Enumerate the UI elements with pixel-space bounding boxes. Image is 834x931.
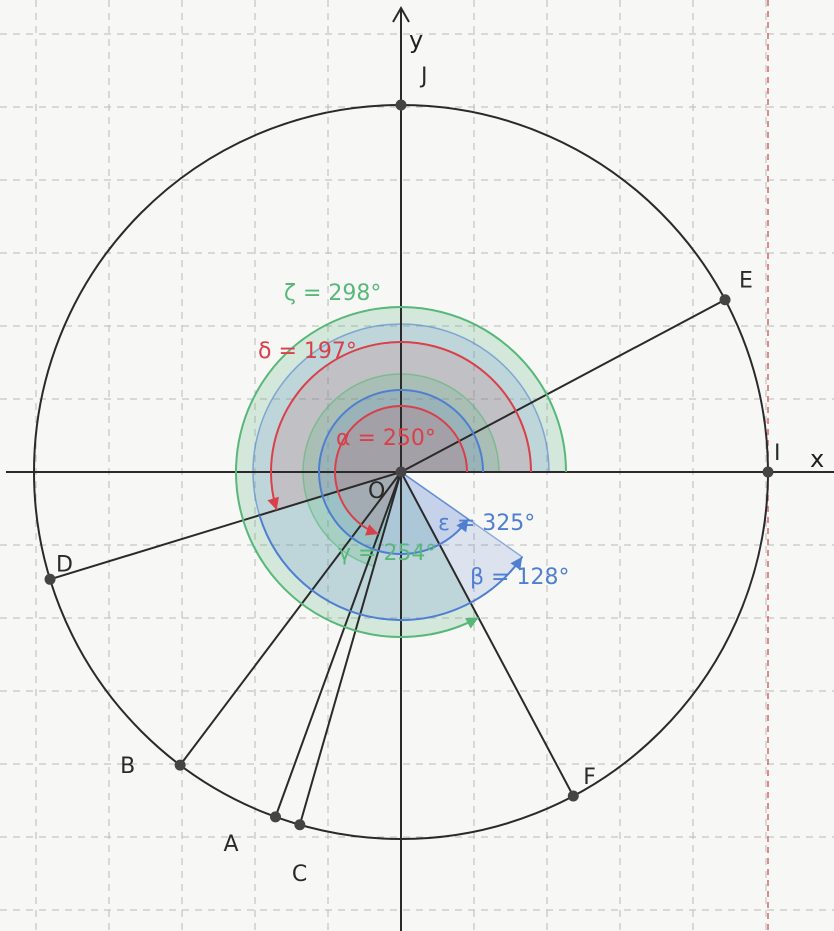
y-axis-arrow: [392, 5, 410, 23]
point-a: [269, 811, 281, 823]
point-b: [174, 759, 186, 771]
y-axis-label: y: [409, 26, 423, 54]
point-label: F: [583, 765, 596, 790]
radius-line: [400, 298, 726, 473]
radius-line: [179, 471, 402, 766]
origin-label: O: [368, 479, 385, 504]
point-d: [44, 573, 56, 585]
point-i: [762, 466, 774, 478]
angle-arcs: [235, 306, 567, 638]
angle-arc: [258, 514, 524, 621]
angle-label: γ = 254°: [338, 541, 436, 566]
point-c: [294, 819, 306, 831]
point-label: C: [292, 862, 307, 887]
radius-line: [400, 471, 575, 797]
angle-arc: [270, 341, 532, 511]
point-label: D: [56, 552, 73, 577]
points: J E I D B A C F: [44, 64, 781, 887]
angle-label: α = 250°: [336, 426, 436, 451]
point-label: J: [419, 64, 428, 89]
arc-arrowhead: [510, 556, 523, 571]
angle-arc: [235, 306, 567, 638]
point-e: [719, 294, 731, 306]
angle-arc: [318, 389, 484, 555]
point-label: A: [223, 832, 238, 857]
arc-arrowhead: [267, 496, 279, 511]
radii: [49, 298, 726, 826]
point-f: [567, 790, 579, 802]
radius-line: [298, 471, 402, 826]
angle-arc: [334, 405, 468, 535]
angle-label: ζ = 298°: [284, 281, 381, 306]
labels: x y O ζ = 298° δ = 197° α = 250° ε = 325° β …: [258, 26, 824, 590]
point-label: E: [739, 269, 753, 294]
angle-label: ε = 325°: [438, 511, 535, 536]
point-j: [395, 99, 407, 111]
arc-arrowhead: [465, 617, 479, 629]
radius-line: [49, 471, 402, 581]
angle-label: β = 128°: [470, 565, 569, 590]
angle-label: δ = 197°: [258, 339, 357, 364]
radius-line: [274, 471, 402, 818]
x-axis-label: x: [810, 445, 824, 473]
arc-arrowhead: [456, 519, 469, 533]
point-label: I: [774, 441, 781, 466]
origin-point: [395, 466, 407, 478]
point-label: B: [120, 754, 135, 779]
arc-arrowhead: [365, 524, 379, 536]
